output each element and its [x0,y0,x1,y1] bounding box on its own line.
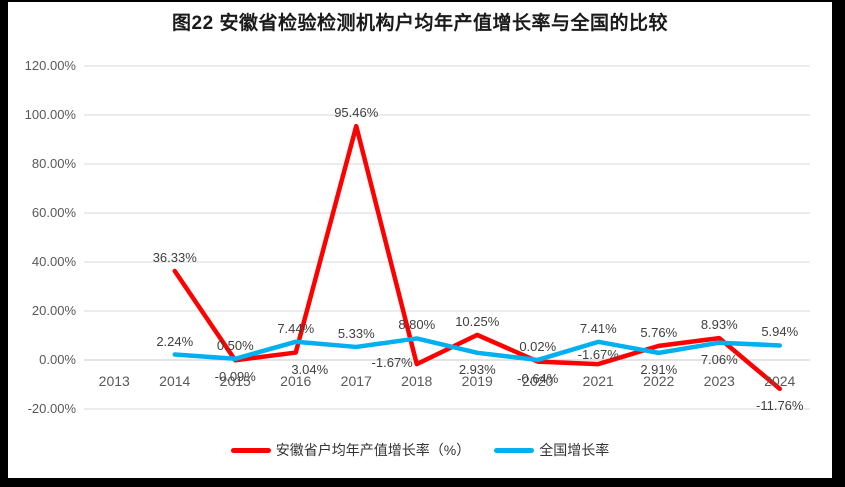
y-axis-tick-label: 80.00% [31,156,76,171]
x-axis-tick-label: 2014 [159,373,191,389]
data-label: 7.41% [579,320,617,336]
data-label: 2.93% [458,361,496,377]
data-label: 5.33% [337,325,375,341]
data-label: -1.67% [371,355,413,371]
data-label: -0.64% [517,370,559,386]
data-label: 5.76% [640,324,678,340]
data-label: 10.25% [455,313,500,329]
data-label: 2.24% [156,333,194,349]
legend-label: 全国增长率 [539,442,610,458]
y-axis-tick-label: 40.00% [31,254,76,269]
data-label: -0.09% [214,369,256,385]
x-axis-tick-label: 2013 [98,373,130,389]
legend-line-swatch [494,447,535,453]
data-label: -11.76% [756,397,804,413]
chart-title: 图22 安徽省检验检测机构户均年产值增长率与全国的比较 [172,13,668,34]
x-axis-tick-label: 2018 [401,373,433,389]
x-axis-tick-label: 2024 [764,373,796,389]
x-axis-tick-label: 2016 [280,373,312,389]
legend-line-swatch [230,447,271,453]
x-axis-tick-label: 2020 [522,373,554,389]
data-label: 8.93% [700,317,738,333]
legend-item: 安徽省户均年产值增长率（%） [230,440,471,460]
chart-legend: 安徽省户均年产值增长率（%） 全国增长率 [8,440,832,460]
x-axis-tick-label: 2019 [461,373,493,389]
series-line-0 [172,123,782,392]
y-axis-tick-label: 20.00% [31,303,76,318]
x-axis-tick-label: 2023 [703,373,735,389]
x-axis-tick-label: 2015 [219,373,251,389]
data-label: 8.80% [398,317,436,333]
legend-item: 全国增长率 [494,440,609,460]
data-label: 95.46% [334,105,379,121]
x-axis-tick-label: 2022 [643,373,675,389]
data-label: 2.91% [640,361,678,377]
chart-canvas: 图22 安徽省检验检测机构户均年产值增长率与全国的比较 120.00% 100.0… [8,2,832,478]
data-label: 0.02% [519,338,557,354]
data-label: -1.67% [577,347,619,363]
y-axis-tick-label: 120.00% [24,58,76,73]
x-axis-tick-label: 2021 [582,373,614,389]
y-axis-tick-label: 0.00% [39,352,76,367]
data-label: 36.33% [152,249,197,265]
data-label: 0.50% [216,337,254,353]
line-chart [84,65,810,410]
series-line-1 [172,336,782,363]
data-label: 7.06% [700,351,738,367]
data-label: 3.04% [291,361,329,377]
x-axis-tick-label: 2017 [340,373,372,389]
y-axis-tick-label: 100.00% [24,107,76,122]
data-label: 5.94% [761,324,799,340]
y-axis-tick-label: 60.00% [31,205,76,220]
y-axis-tick-label: -20.00% [27,401,76,416]
data-label: 7.44% [277,320,315,336]
legend-label: 安徽省户均年产值增长率（%） [275,442,471,458]
